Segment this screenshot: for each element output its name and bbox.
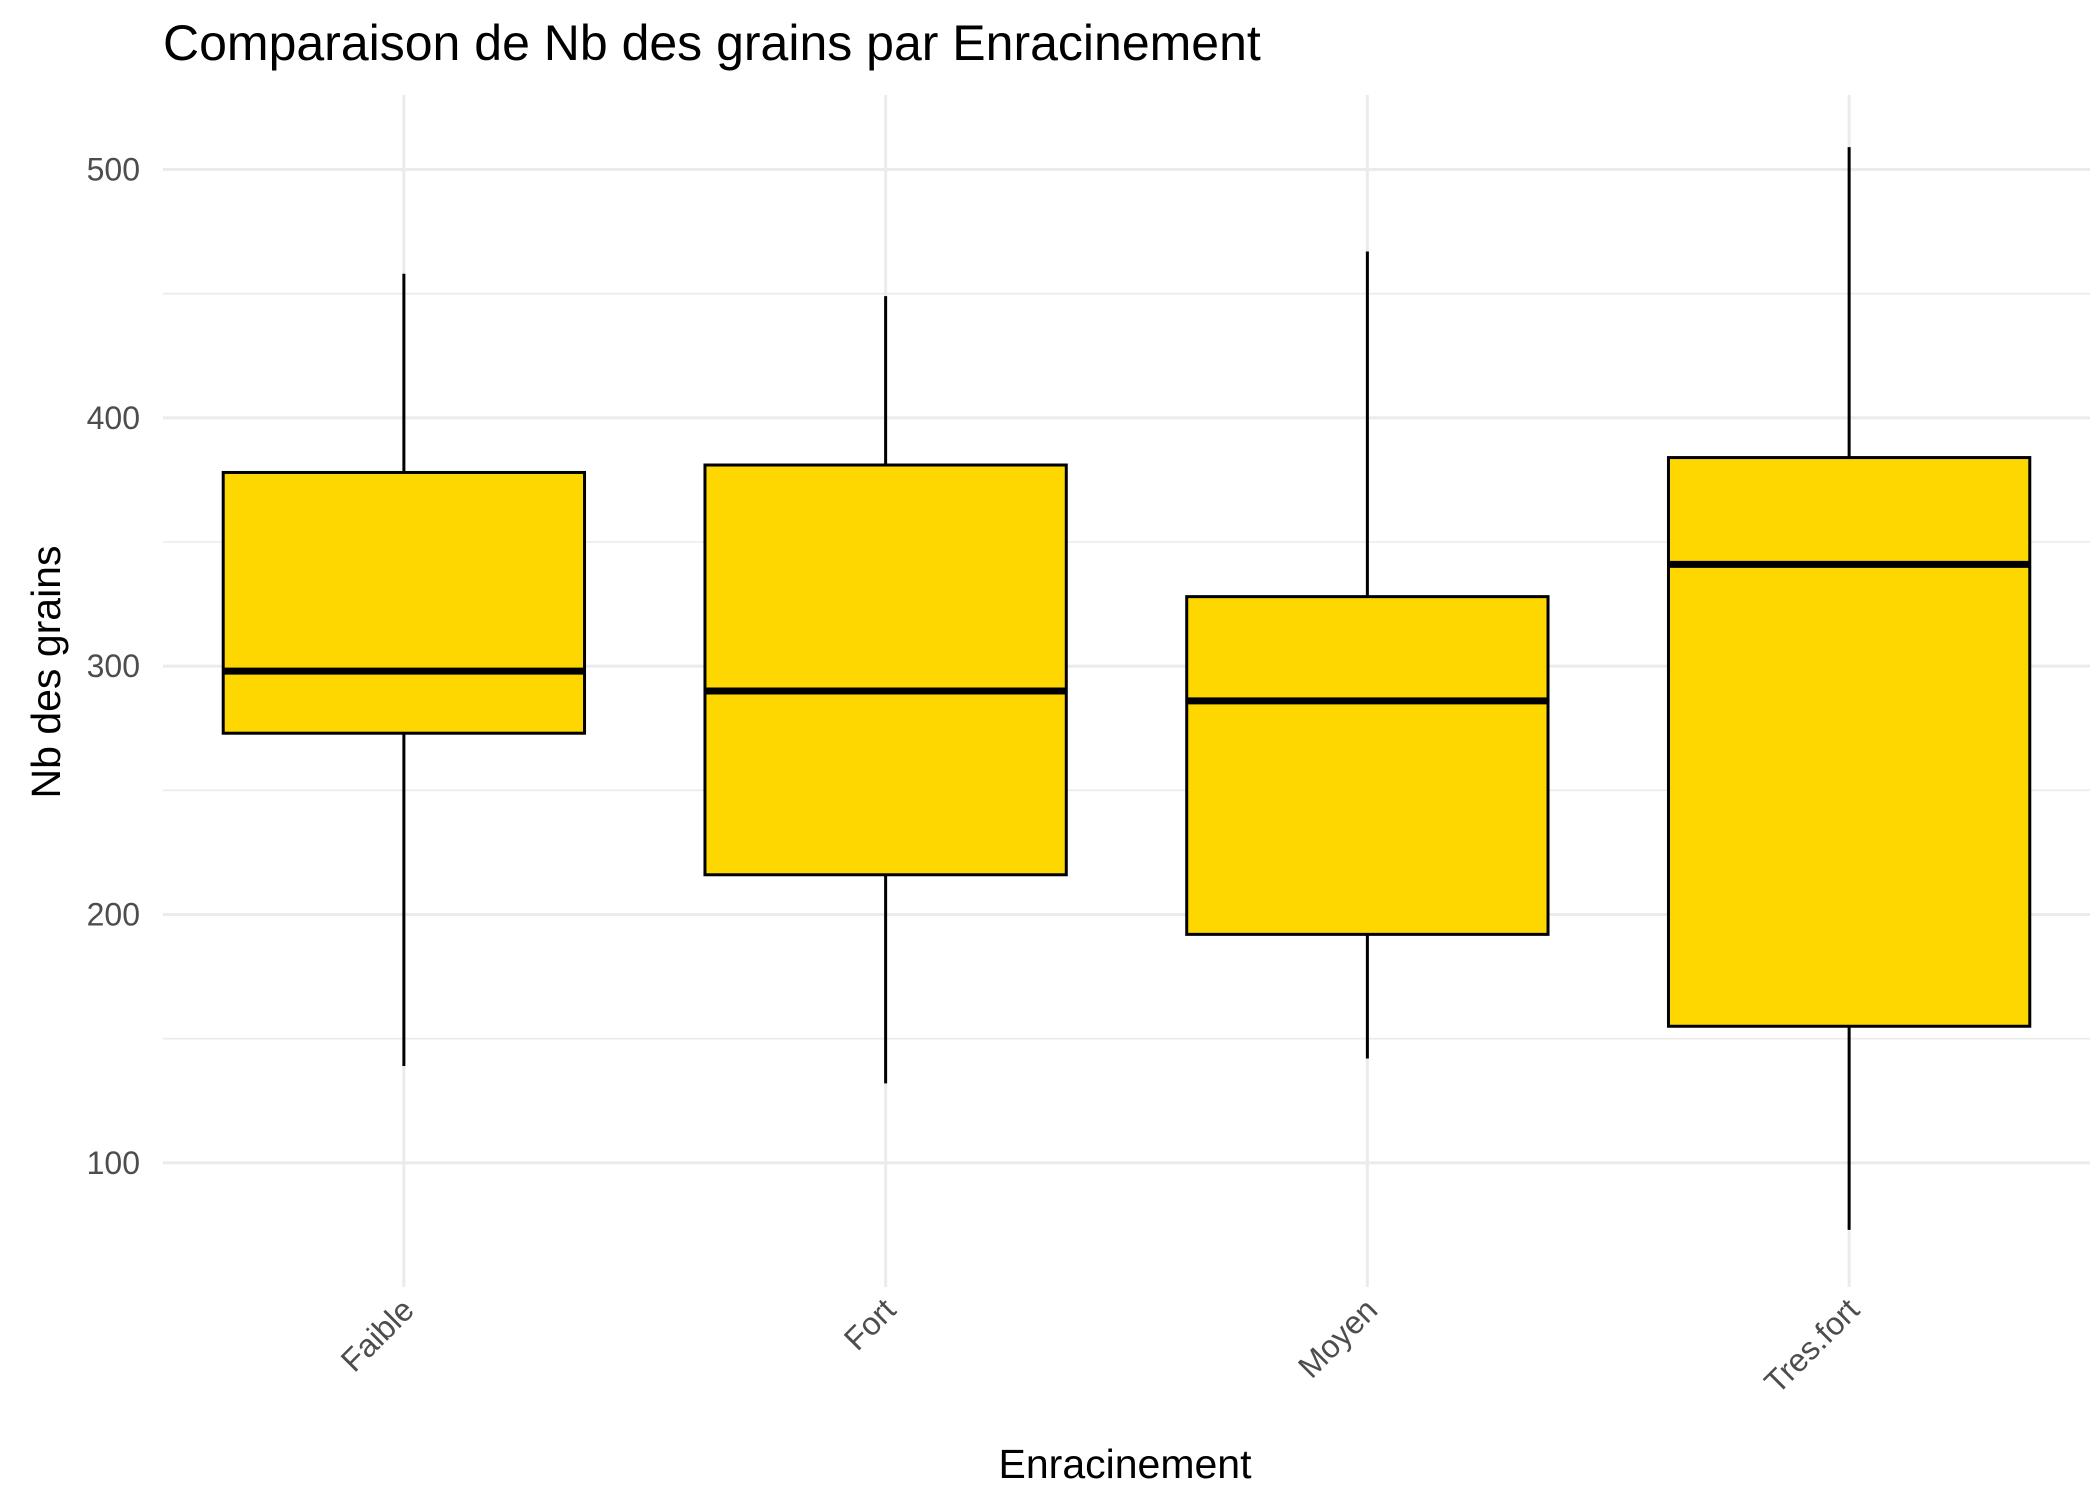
x-tick-label: Faible [334,1291,421,1378]
y-tick-label: 500 [87,152,140,188]
box-group-tres-fort [1666,147,2032,1230]
boxes [221,147,2032,1230]
y-tick-label: 200 [87,897,140,933]
iqr-box [1185,595,1550,936]
iqr-box [1666,456,2032,1028]
box-group-faible [221,273,587,1066]
box-group-moyen [1185,251,1550,1059]
x-tick-label: Tres.fort [1757,1291,1866,1400]
chart-title: Comparaison de Nb des grains par Enracin… [163,15,1261,71]
x-tick-label: Moyen [1291,1291,1384,1384]
y-tick-label: 400 [87,400,140,436]
iqr-box [703,463,1068,877]
x-tick-labels: Faible Fort Moyen Tres.fort [334,1291,1866,1400]
x-axis-title: Enracinement [999,1441,1253,1487]
box-group-fort [703,296,1068,1084]
x-tick-label: Fort [837,1291,903,1357]
iqr-box [221,470,587,735]
y-axis-title: Nb des grains [23,546,69,799]
y-tick-labels: 100 200 300 400 500 [87,152,140,1181]
y-tick-label: 100 [87,1145,140,1181]
y-tick-label: 300 [87,648,140,684]
